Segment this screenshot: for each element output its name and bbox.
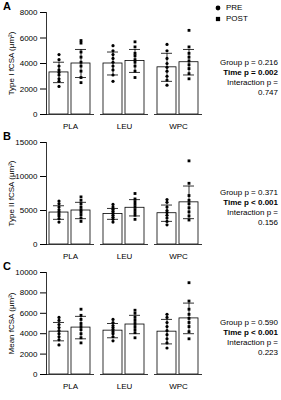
svg-text:PLA: PLA [63, 382, 79, 390]
svg-text:6000: 6000 [20, 34, 38, 43]
html-text:Group p = 0.590: Group p = 0.590 [220, 318, 278, 327]
html-text:C: C [3, 260, 11, 272]
svg-text:4000: 4000 [20, 59, 38, 68]
svg-text:LEU: LEU [117, 382, 133, 390]
svg-text:10000: 10000 [15, 172, 38, 181]
html-text:Interaction p = 0.223: Interaction p = 0.223 [227, 338, 278, 357]
html-text:Time p < 0.001: Time p < 0.001 [223, 198, 278, 207]
svg-text:Mean fCSA (μm²): Mean fCSA (μm²) [7, 292, 16, 354]
html-text:Group p = 0.216: Group p = 0.216 [220, 58, 278, 67]
svg-text:5000: 5000 [20, 206, 38, 215]
svg-text:Type I fCSA (μm²): Type I fCSA (μm²) [7, 31, 16, 95]
svg-text:0: 0 [33, 110, 38, 119]
html-text:Interaction p = 0.156: Interaction p = 0.156 [227, 208, 278, 227]
svg-text:Type II fCSA (μm²): Type II fCSA (μm²) [7, 160, 16, 226]
svg-text:WPC: WPC [169, 252, 188, 260]
svg-text:4000: 4000 [20, 329, 38, 338]
html-text:Group p = 0.371: Group p = 0.371 [220, 188, 278, 197]
html-text:PRE: PRE [226, 3, 243, 12]
svg-text:WPC: WPC [169, 382, 188, 390]
svg-text:0: 0 [33, 240, 38, 249]
svg-text:15000: 15000 [15, 138, 38, 147]
svg-text:LEU: LEU [117, 122, 133, 130]
html-text:Time p < 0.001: Time p < 0.001 [223, 328, 278, 337]
svg-text:PLA: PLA [63, 252, 79, 260]
svg-text:WPC: WPC [169, 122, 188, 130]
html-text:A: A [3, 0, 11, 12]
svg-text:LEU: LEU [117, 252, 133, 260]
svg-text:2000: 2000 [20, 350, 38, 359]
html-text:Interaction p = 0.747: Interaction p = 0.747 [227, 78, 278, 97]
svg-text:PLA: PLA [63, 122, 79, 130]
html-text:Time p = 0.002: Time p = 0.002 [223, 68, 278, 77]
svg-text:0: 0 [33, 370, 38, 379]
svg-text:6000: 6000 [20, 309, 38, 318]
html-text:B: B [3, 130, 11, 142]
svg-text:2000: 2000 [20, 85, 38, 94]
html-text:POST: POST [226, 14, 248, 23]
svg-text:10000: 10000 [15, 268, 38, 277]
svg-text:8000: 8000 [20, 8, 38, 17]
svg-text:8000: 8000 [20, 288, 38, 297]
